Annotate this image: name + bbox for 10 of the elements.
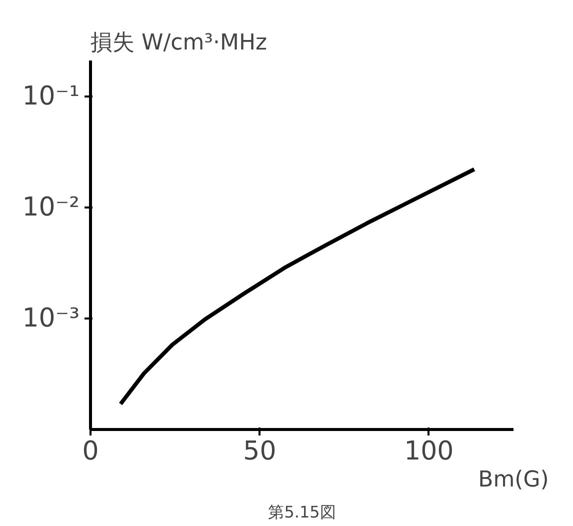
line-series [118,167,476,406]
y-axis-title: 損失 W/cm³·MHz [90,30,268,56]
text: 第5.15図 [268,502,336,522]
x-tick-label: 50 [243,436,276,466]
x-tick-label: 0 [82,436,99,466]
x-axis-title: Bm(G) [478,468,549,492]
y-tick-label: 10⁻¹ [22,81,80,112]
x-tick-label: 100 [404,436,454,466]
y-tick-label: 10⁻² [22,192,80,222]
y-tick-label: 10⁻³ [22,303,80,334]
